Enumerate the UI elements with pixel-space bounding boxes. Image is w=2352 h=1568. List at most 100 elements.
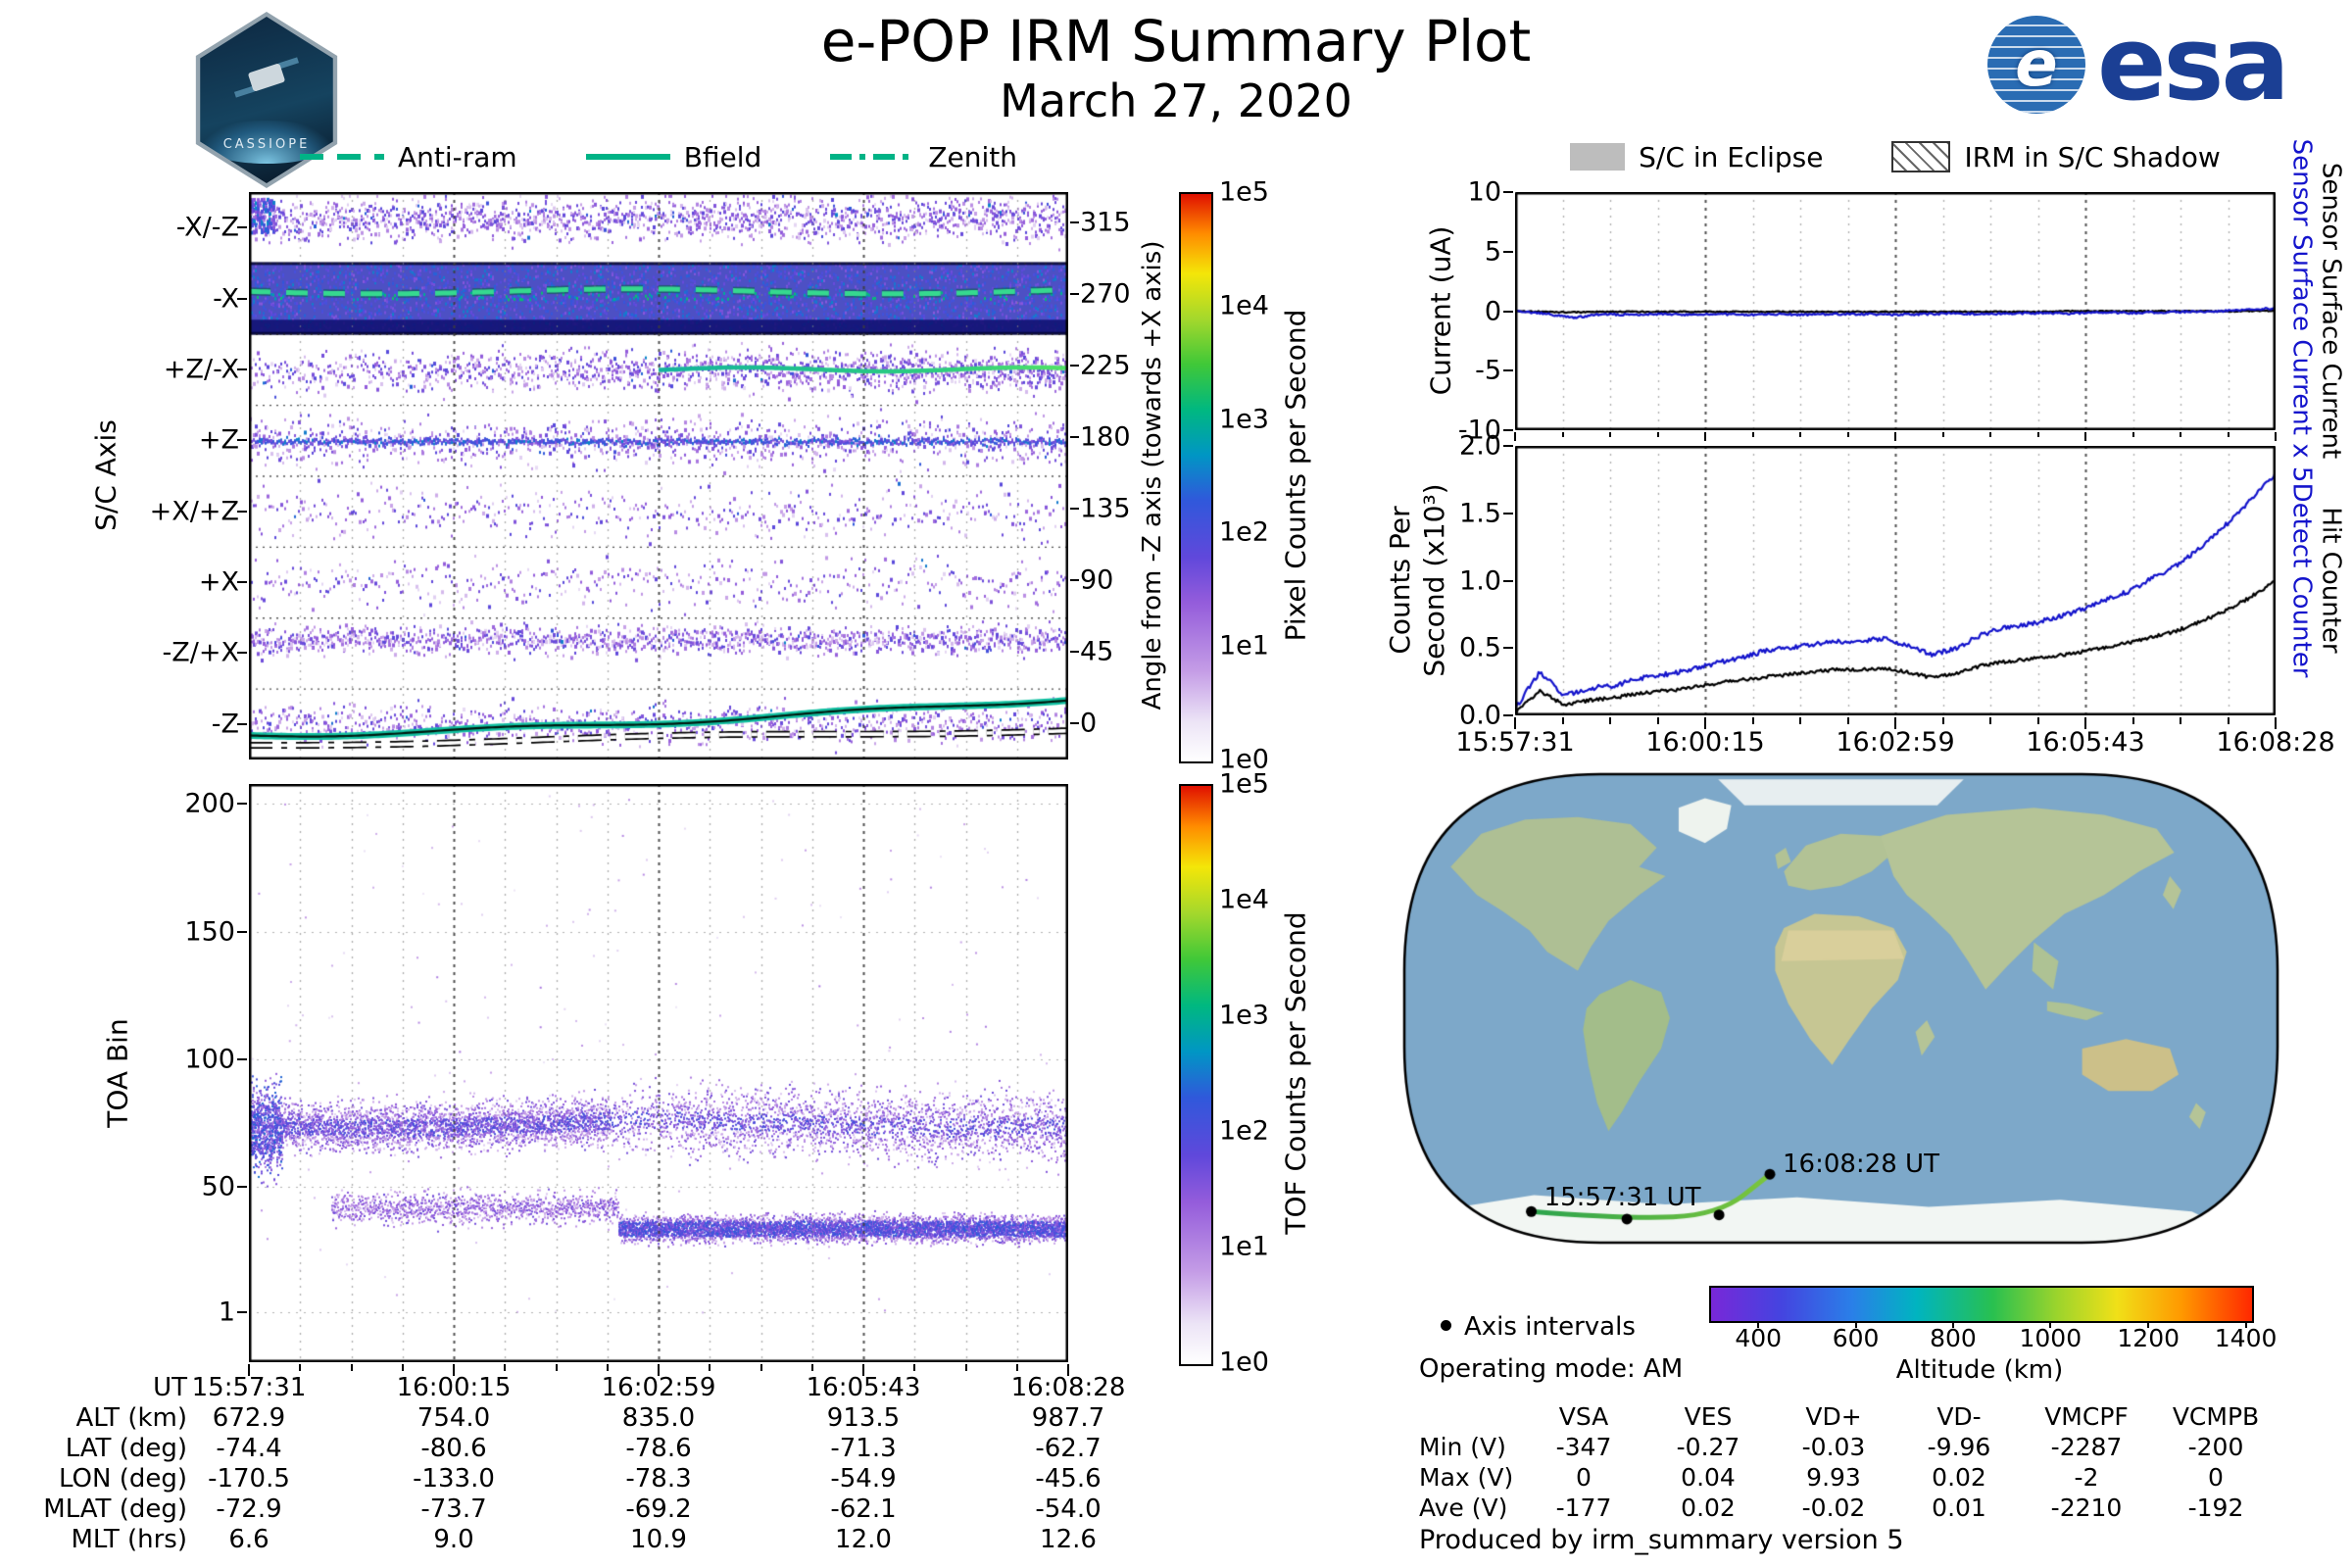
tof-colorbar-tick: 1e2 [1219,1115,1269,1147]
axis-interval-dot [1441,1320,1451,1331]
tick-mark [2132,432,2134,437]
altitude-tick: 400 [1735,1324,1783,1352]
ephemeris-row-label: LON (deg) [58,1464,187,1494]
current-ytick: 0 [1484,295,1501,326]
tick-mark [1941,432,1944,437]
tick-mark [237,930,247,933]
legend-item-anti-ram: Anti-ram [299,141,517,173]
tick-mark [1503,714,1513,716]
voltage-cell: -0.27 [1676,1433,1740,1461]
tick-mark [658,1364,660,1376]
track-point-label: 16:08:28 UT [1783,1150,1939,1180]
pixel-colorbar-tick: 1e0 [1219,744,1269,775]
tick-mark [1846,432,1849,437]
tof-colorbar-tick: 1e0 [1219,1347,1269,1378]
plot-title: e-POP IRM Summary Plot [820,8,1532,74]
tick-mark [1503,429,1513,431]
tick-mark [237,652,247,655]
tick-mark [237,1057,247,1060]
axis-intervals-label: Axis intervals [1464,1312,1636,1342]
zenith-line-swatch [830,154,915,160]
ephemeris-cell: 16:05:43 [806,1373,921,1402]
tick-mark [2132,717,2134,724]
tick-mark [1894,432,1896,441]
tick-mark [1894,717,1896,729]
tof-counts-colorbar-label: TOF Counts per Second [1279,911,1312,1235]
tick-mark [1503,647,1513,650]
sc-axis-spectrogram-panel [249,192,1068,760]
tick-mark [1609,432,1611,437]
footer-text: Produced by irm_summary version 5 [1419,1525,1904,1555]
tof-colorbar-tick: 1e3 [1219,1000,1269,1031]
altitude-tick: 800 [1930,1324,1977,1352]
tick-mark [2084,717,2086,729]
tick-mark [1561,717,1564,724]
voltage-col-header: VD- [1936,1402,1982,1431]
tick-mark [237,226,247,229]
tick-mark [1941,717,1944,724]
time-xtick: 15:57:31 [1455,727,1575,758]
pixel-counts-colorbar [1179,192,1213,763]
cassiope-mission-patch: CASSIOPE [186,12,347,188]
tick-mark [1846,717,1849,724]
ephemeris-cell: -71.3 [830,1434,897,1463]
voltage-cell: -177 [1555,1494,1612,1522]
plot-date: March 27, 2020 [1000,74,1352,127]
tick-mark [1799,717,1801,724]
tick-mark [760,1364,762,1371]
tick-mark [2180,432,2181,437]
tick-mark [1070,508,1079,511]
ephemeris-cell: 913.5 [826,1403,901,1433]
current-ytick: -10 [1457,415,1501,446]
tick-mark [1070,436,1079,439]
voltage-cell: 0.04 [1681,1463,1736,1492]
tick-mark [1656,432,1659,437]
angle-axis-tick: 315 [1080,207,1131,238]
tick-mark [1751,717,1754,724]
legend-item-zenith: Zenith [830,141,1017,173]
tick-mark [1015,1364,1018,1371]
sc-axis-band-label: -X [213,283,239,315]
eclipse-fill-swatch [1570,143,1626,171]
current-ytick: -5 [1475,355,1501,386]
tick-mark [237,581,247,584]
esa-wordmark: esa [2097,4,2290,124]
voltage-cell: -2287 [2050,1433,2123,1461]
tick-mark [237,368,247,370]
angle-axis-tick: 90 [1080,564,1114,596]
tick-mark [504,1364,507,1371]
ephemeris-cell: -69.2 [625,1494,692,1524]
voltage-cell: -192 [2187,1494,2244,1522]
tick-mark [1989,717,1991,724]
tick-mark [1704,717,1706,729]
ephemeris-row-label: MLT (hrs) [71,1525,188,1554]
pixel-colorbar-tick: 1e2 [1219,516,1269,548]
esa-e-glyph: e [2015,28,2058,101]
tick-mark [2147,1321,2150,1328]
anti-ram-line-swatch [299,154,384,160]
voltage-row-label: Max (V) [1419,1463,1514,1492]
tick-mark [1751,432,1754,437]
voltage-cell: -200 [2187,1433,2244,1461]
voltage-col-header: VCMPB [2172,1402,2260,1431]
pixel-counts-colorbar-label: Pixel Counts per Second [1279,309,1312,642]
ground-track-map-panel [1402,772,2279,1245]
toa-ytick: 50 [201,1171,235,1202]
ephemeris-row-label: UT [153,1373,187,1402]
tick-mark [1503,369,1513,372]
tick-mark [2227,717,2230,724]
legend-label: Zenith [928,140,1017,173]
tick-mark [913,1364,916,1371]
shadow-hatch-swatch [1891,141,1951,172]
toa-ytick: 200 [184,788,235,819]
tick-mark [1503,445,1513,447]
legend-item-bfield: Bfield [585,141,761,173]
legend-label: IRM in S/C Shadow [1964,140,2221,173]
angle-axis-tick: 0 [1080,708,1098,739]
tick-mark [810,1364,813,1371]
tick-mark [2275,432,2277,441]
counters-panel [1515,446,2276,715]
tick-mark [1503,579,1513,582]
ephemeris-cell: 672.9 [212,1403,286,1433]
